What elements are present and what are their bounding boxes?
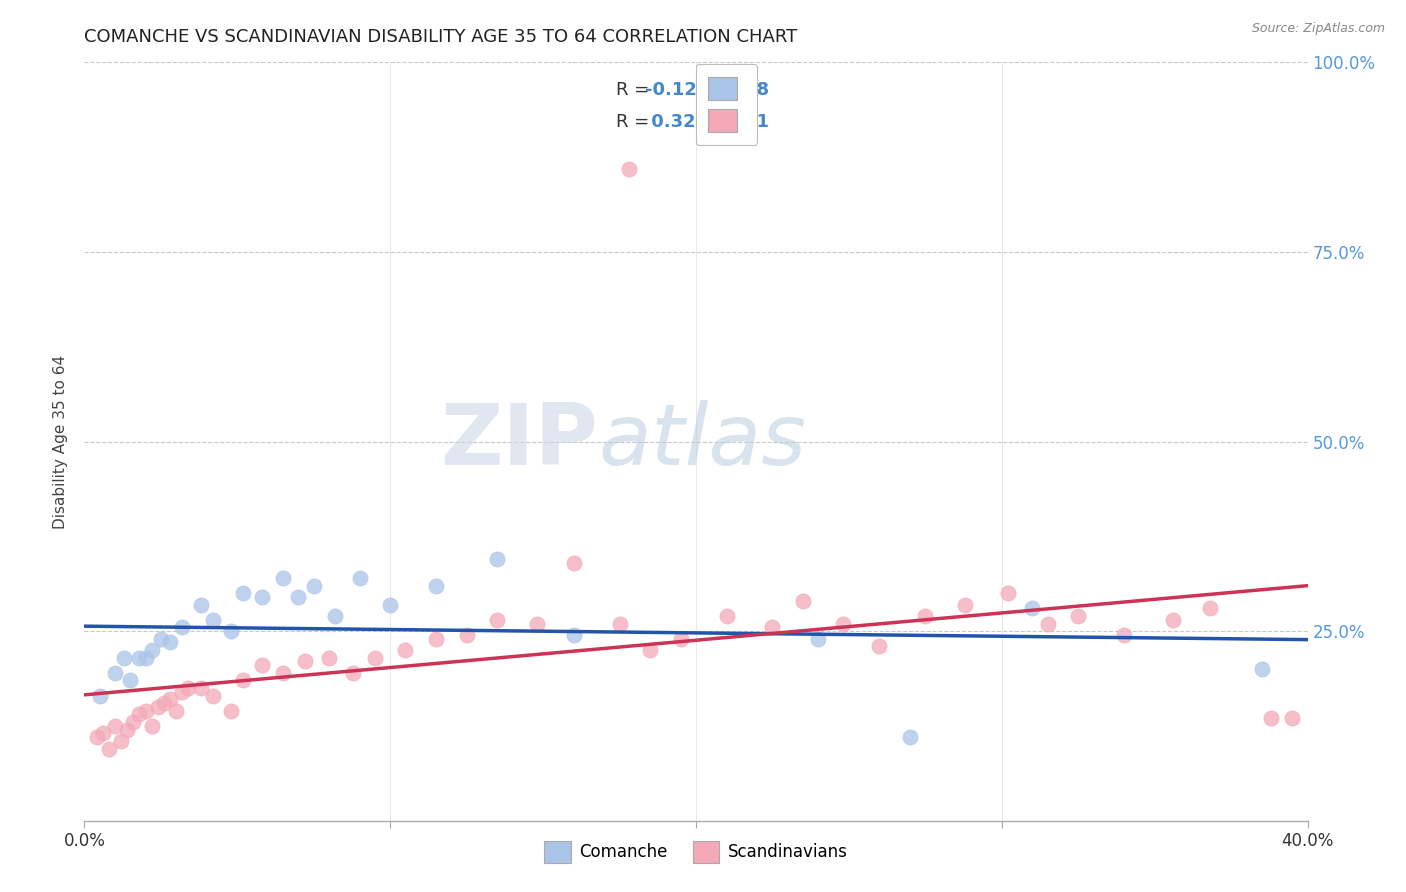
Point	[380, 598, 402, 612]
Point	[128, 707, 150, 722]
Point	[349, 571, 371, 585]
Point	[342, 665, 364, 680]
Y-axis label: Disability Age 35 to 64: Disability Age 35 to 64	[53, 354, 69, 529]
Point	[425, 579, 447, 593]
Point	[1161, 613, 1184, 627]
Point	[716, 608, 738, 623]
Point	[159, 692, 181, 706]
Point	[294, 655, 316, 669]
Point	[1250, 662, 1272, 676]
Point	[104, 719, 127, 733]
Text: atlas: atlas	[598, 400, 806, 483]
Point	[1198, 601, 1220, 615]
Point	[394, 643, 416, 657]
Point	[146, 699, 169, 714]
Point	[165, 704, 187, 718]
Point	[219, 704, 242, 718]
Point	[1281, 711, 1303, 725]
Point	[318, 650, 340, 665]
Point	[135, 650, 157, 665]
Point	[1021, 601, 1043, 615]
Point	[638, 643, 661, 657]
Point	[997, 586, 1019, 600]
Point	[149, 632, 172, 646]
Point	[120, 673, 142, 688]
Point	[562, 556, 585, 570]
Point	[1036, 616, 1059, 631]
Point	[97, 741, 120, 756]
Text: Source: ZipAtlas.com: Source: ZipAtlas.com	[1251, 22, 1385, 36]
Point	[271, 571, 294, 585]
Point	[232, 586, 254, 600]
Point	[526, 616, 548, 631]
Text: ZIP: ZIP	[440, 400, 598, 483]
Point	[135, 704, 157, 718]
Text: R =: R =	[616, 81, 655, 99]
Point	[669, 632, 692, 646]
Point	[486, 552, 509, 566]
Point	[201, 689, 224, 703]
Point	[172, 620, 194, 634]
Point	[1067, 608, 1090, 623]
Point	[190, 681, 212, 695]
Point	[831, 616, 853, 631]
Point	[287, 590, 309, 604]
Point	[115, 723, 138, 737]
Legend: Comanche, Scandinavians: Comanche, Scandinavians	[537, 834, 855, 869]
Text: N =: N =	[709, 113, 759, 131]
Point	[172, 685, 194, 699]
Text: R =: R =	[616, 113, 655, 131]
Point	[323, 608, 346, 623]
Text: -0.121: -0.121	[644, 81, 709, 99]
Point	[153, 696, 176, 710]
Point	[617, 161, 640, 176]
Point	[486, 613, 509, 627]
Point	[104, 665, 127, 680]
Point	[86, 730, 108, 744]
Point	[953, 598, 976, 612]
Point	[141, 719, 163, 733]
Point	[128, 650, 150, 665]
Point	[302, 579, 325, 593]
Point	[91, 726, 114, 740]
Point	[190, 598, 212, 612]
Point	[89, 689, 111, 703]
Point	[562, 628, 585, 642]
Text: 28: 28	[745, 81, 770, 99]
Point	[761, 620, 783, 634]
Point	[609, 616, 631, 631]
Point	[1260, 711, 1282, 725]
Point	[250, 590, 273, 604]
Point	[177, 681, 200, 695]
Point	[869, 639, 891, 653]
Point	[792, 594, 814, 608]
Point	[898, 730, 921, 744]
Point	[110, 734, 132, 748]
Point	[456, 628, 478, 642]
Point	[219, 624, 242, 639]
Point	[232, 673, 254, 688]
Point	[141, 643, 163, 657]
Point	[914, 608, 936, 623]
Point	[201, 613, 224, 627]
Text: 0.321: 0.321	[644, 113, 707, 131]
Point	[807, 632, 830, 646]
Point	[364, 650, 387, 665]
Point	[112, 650, 135, 665]
Point	[1114, 628, 1136, 642]
Text: N =: N =	[709, 81, 759, 99]
Point	[271, 665, 294, 680]
Point	[159, 635, 181, 649]
Point	[122, 715, 145, 730]
Point	[250, 658, 273, 673]
Text: 51: 51	[745, 113, 770, 131]
Text: COMANCHE VS SCANDINAVIAN DISABILITY AGE 35 TO 64 CORRELATION CHART: COMANCHE VS SCANDINAVIAN DISABILITY AGE …	[84, 28, 797, 45]
Point	[425, 632, 447, 646]
